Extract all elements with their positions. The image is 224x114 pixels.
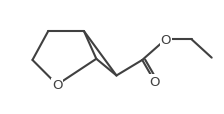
Text: O: O (161, 33, 171, 46)
Text: O: O (149, 75, 160, 88)
Text: O: O (52, 78, 62, 91)
